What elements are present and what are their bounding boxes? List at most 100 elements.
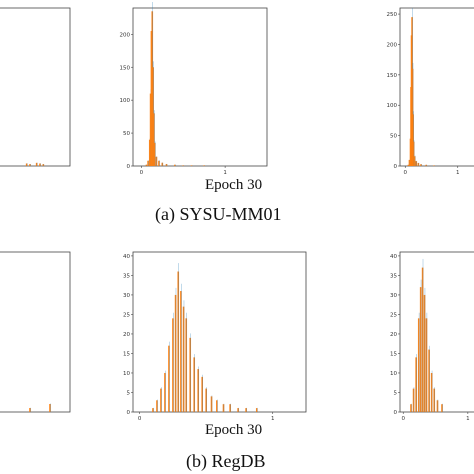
histogram-bar <box>216 400 218 412</box>
histogram-bar <box>174 164 176 166</box>
plot-frame-4 <box>132 251 307 413</box>
histogram-bar <box>147 160 149 166</box>
histogram-bar <box>151 11 154 166</box>
y-tick-label: 15 <box>390 351 397 357</box>
plot-frame-5 <box>399 251 474 413</box>
x-tick-label: 0 <box>404 170 408 176</box>
y-tick-label: 5 <box>394 390 398 396</box>
y-tick-label: 0 <box>394 410 398 416</box>
y-tick-label: 250 <box>387 12 398 18</box>
histogram-bar <box>430 372 433 412</box>
histogram-bar <box>412 388 415 412</box>
histogram-bar <box>412 141 415 166</box>
y-tick-label: 20 <box>123 332 130 338</box>
histogram-bar <box>168 345 170 412</box>
histogram-bar <box>433 388 436 412</box>
y-tick-label: 0 <box>127 410 131 416</box>
y-tick-label: 200 <box>387 42 398 48</box>
x-tick-label: 0 <box>401 416 405 422</box>
histogram-bar <box>229 404 231 412</box>
histogram-bar <box>425 164 428 166</box>
y-tick-label: 150 <box>387 73 398 79</box>
plot-frame-1 <box>132 7 268 167</box>
y-tick-label: 40 <box>390 254 397 260</box>
histogram-bar <box>35 162 38 166</box>
histogram-bar <box>433 165 435 166</box>
histogram-bar <box>172 318 174 412</box>
histogram-bar <box>152 67 154 166</box>
histogram-bar <box>145 164 148 166</box>
histogram-bar <box>413 156 416 166</box>
histogram-bar <box>180 291 182 412</box>
x-tick-label: 0 <box>138 416 142 422</box>
y-tick-label: 10 <box>390 371 397 377</box>
histogram-bar <box>165 164 168 166</box>
histogram-bar <box>177 271 180 412</box>
histogram-bar <box>189 337 192 412</box>
y-tick-label: 35 <box>123 273 130 279</box>
histogram-bar <box>417 162 420 166</box>
histogram-bar <box>237 408 239 412</box>
histogram-bar <box>201 376 203 412</box>
histogram-bar <box>158 160 160 166</box>
histogram-bar <box>150 31 153 166</box>
y-tick-label: 40 <box>123 254 130 260</box>
histogram-bar <box>25 163 28 166</box>
histogram-bar <box>203 165 205 166</box>
histogram-bar <box>415 357 417 412</box>
x-tick-label: 0 <box>140 170 144 176</box>
x-tick-label: 1 <box>456 170 460 176</box>
x-tick-label: 1 <box>466 416 470 422</box>
histogram-bar <box>156 400 158 412</box>
histogram-bar <box>161 162 164 166</box>
y-tick-label: 50 <box>123 131 130 137</box>
histogram-bar <box>412 114 414 166</box>
histogram-bar <box>410 404 412 412</box>
histogram-bar <box>29 164 31 166</box>
histogram-bar <box>42 164 45 166</box>
histogram-bar <box>408 159 411 166</box>
histogram-bar <box>441 404 443 412</box>
y-tick-label: 50 <box>390 134 397 140</box>
histogram-bar <box>164 372 166 412</box>
histogram-bar <box>174 294 177 412</box>
histogram-bar <box>190 165 193 166</box>
histogram-bar <box>193 357 196 412</box>
y-tick-label: 10 <box>123 371 130 377</box>
plot-frame-0 <box>0 7 71 167</box>
histogram-bar <box>245 408 247 412</box>
y-tick-label: 20 <box>390 332 397 338</box>
y-tick-label: 0 <box>127 164 131 170</box>
histogram-bar <box>421 267 424 412</box>
histogram-bar <box>255 408 258 412</box>
histogram-bar <box>153 142 156 166</box>
histogram-bar <box>205 388 207 412</box>
histogram-bar <box>185 318 188 412</box>
histogram-bar <box>182 306 185 412</box>
y-tick-label: 200 <box>120 32 131 38</box>
histogram-bar <box>49 404 51 412</box>
histogram-bar <box>407 164 410 166</box>
y-tick-label: 30 <box>123 293 130 299</box>
histogram-bar <box>39 163 41 166</box>
y-tick-label: 150 <box>120 65 131 71</box>
y-tick-label: 100 <box>120 98 131 104</box>
x-tick-label: 1 <box>223 170 227 176</box>
y-tick-label: 5 <box>127 390 131 396</box>
x-tick-label: 1 <box>271 416 275 422</box>
subfigure-caption-sysu: (a) SYSU-MM01 <box>155 204 282 224</box>
histogram-bar <box>210 396 213 412</box>
histogram-bar <box>153 113 155 166</box>
epoch-label-bottom: Epoch 30 <box>205 422 263 438</box>
histogram-bar <box>425 318 428 412</box>
histogram-bar <box>415 161 418 166</box>
y-tick-label: 30 <box>390 293 397 299</box>
y-tick-label: 35 <box>390 273 397 279</box>
plot-frame-3 <box>0 251 71 413</box>
histogram-bar <box>417 318 420 412</box>
histogram-bar <box>420 164 422 166</box>
histogram-bar <box>428 349 430 412</box>
histogram-bar <box>152 408 154 412</box>
histogram-bar <box>29 408 31 412</box>
